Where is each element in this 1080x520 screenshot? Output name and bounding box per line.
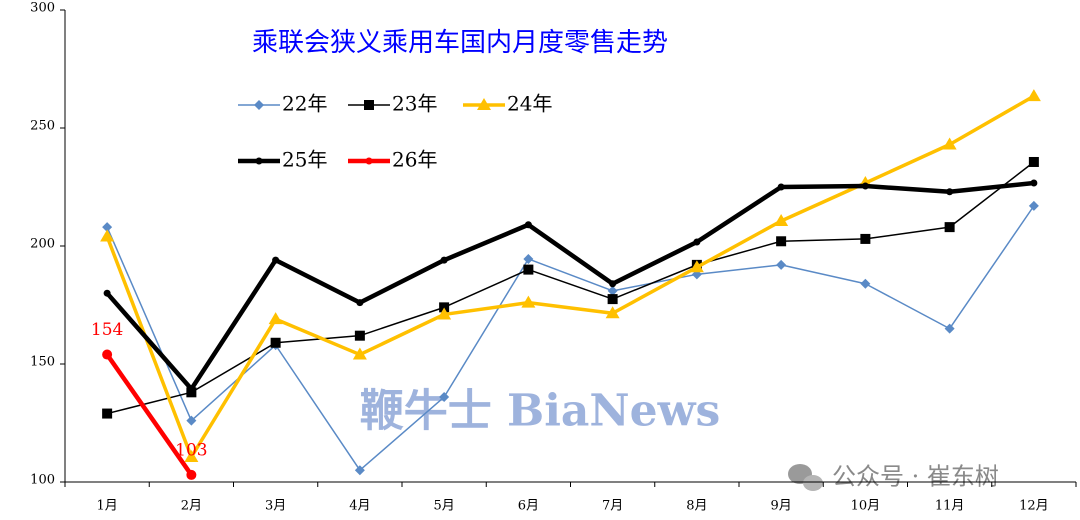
data-label: 103 <box>175 440 207 460</box>
y-tick-label: 150 <box>30 355 55 370</box>
marker <box>365 157 373 165</box>
marker <box>693 238 701 246</box>
series-line <box>106 205 1035 471</box>
series-line <box>106 161 1035 415</box>
marker <box>523 253 534 264</box>
marker <box>439 302 450 313</box>
marker <box>1028 200 1039 211</box>
wechat-icon <box>788 464 823 491</box>
x-tick-label: 9月 <box>770 499 791 514</box>
marker <box>777 183 785 191</box>
y-tick-label: 100 <box>30 473 55 488</box>
marker <box>524 221 532 229</box>
marker <box>354 330 365 341</box>
marker <box>100 229 115 242</box>
marker <box>102 349 113 360</box>
marker <box>523 264 534 275</box>
legend-item: 24年 <box>463 92 552 116</box>
legend-item: 23年 <box>348 92 437 116</box>
marker <box>254 100 264 110</box>
legend-item: 22年 <box>238 92 327 116</box>
x-tick-label: 3月 <box>265 499 286 514</box>
marker <box>356 299 364 307</box>
data-label: 154 <box>91 320 123 340</box>
marker <box>187 385 195 393</box>
series-line <box>105 180 1035 392</box>
marker <box>609 280 617 288</box>
watermark: 公众号 · 崔东树 <box>832 463 999 491</box>
marker <box>354 465 365 476</box>
marker <box>352 347 367 360</box>
marker <box>477 98 491 110</box>
marker <box>944 323 955 334</box>
marker <box>272 256 280 264</box>
marker <box>860 233 871 244</box>
y-tick-label: 250 <box>30 119 55 134</box>
marker <box>255 157 263 165</box>
marker <box>861 182 869 190</box>
marker <box>102 222 113 233</box>
x-tick-label: 4月 <box>349 499 370 514</box>
marker <box>1026 89 1041 102</box>
legend-label: 25年 <box>282 148 327 172</box>
marker <box>440 256 448 264</box>
marker <box>184 449 199 462</box>
marker <box>944 222 955 233</box>
series-line <box>105 94 1035 459</box>
y-tick-label: 200 <box>30 237 55 252</box>
marker <box>946 188 954 196</box>
legend-label: 24年 <box>507 92 552 116</box>
marker <box>102 408 113 419</box>
x-tick-label: 12月 <box>1019 499 1049 514</box>
marker <box>364 100 374 110</box>
marker <box>1030 179 1038 187</box>
series-line <box>105 353 194 477</box>
marker <box>689 260 704 273</box>
x-tick-label: 1月 <box>96 499 117 514</box>
marker <box>607 285 618 296</box>
marker <box>521 295 536 308</box>
marker <box>607 294 618 305</box>
x-tick-label: 6月 <box>518 499 539 514</box>
marker <box>270 337 281 348</box>
legend-item: 25年 <box>238 148 327 172</box>
chart-title: 乘联会狭义乘用车国内月度零售走势 <box>252 28 668 58</box>
x-tick-label: 10月 <box>851 499 881 514</box>
watermark: 鞭牛士 BiaNews <box>360 386 721 437</box>
legend-item: 26年 <box>348 148 437 172</box>
x-tick-label: 7月 <box>602 499 623 514</box>
marker <box>186 415 197 426</box>
legend-label: 22年 <box>282 92 327 116</box>
legend-label: 23年 <box>392 92 437 116</box>
marker <box>103 289 111 297</box>
marker <box>605 306 620 319</box>
x-tick-label: 8月 <box>686 499 707 514</box>
marker <box>860 278 871 289</box>
marker <box>774 213 789 226</box>
y-tick-label: 300 <box>30 1 55 16</box>
marker <box>439 392 450 403</box>
marker <box>776 259 787 270</box>
marker <box>942 137 957 150</box>
x-tick-label: 5月 <box>433 499 454 514</box>
series <box>102 200 1039 476</box>
marker <box>186 469 197 480</box>
x-tick-label: 11月 <box>935 499 965 514</box>
series <box>102 156 1039 419</box>
series <box>103 179 1038 393</box>
marker <box>268 312 283 325</box>
marker <box>776 236 787 247</box>
marker <box>1028 156 1039 167</box>
series <box>100 89 1041 462</box>
x-tick-label: 2月 <box>181 499 202 514</box>
legend-label: 26年 <box>392 148 437 172</box>
series: 154 103 <box>91 320 208 480</box>
marker <box>437 307 452 320</box>
